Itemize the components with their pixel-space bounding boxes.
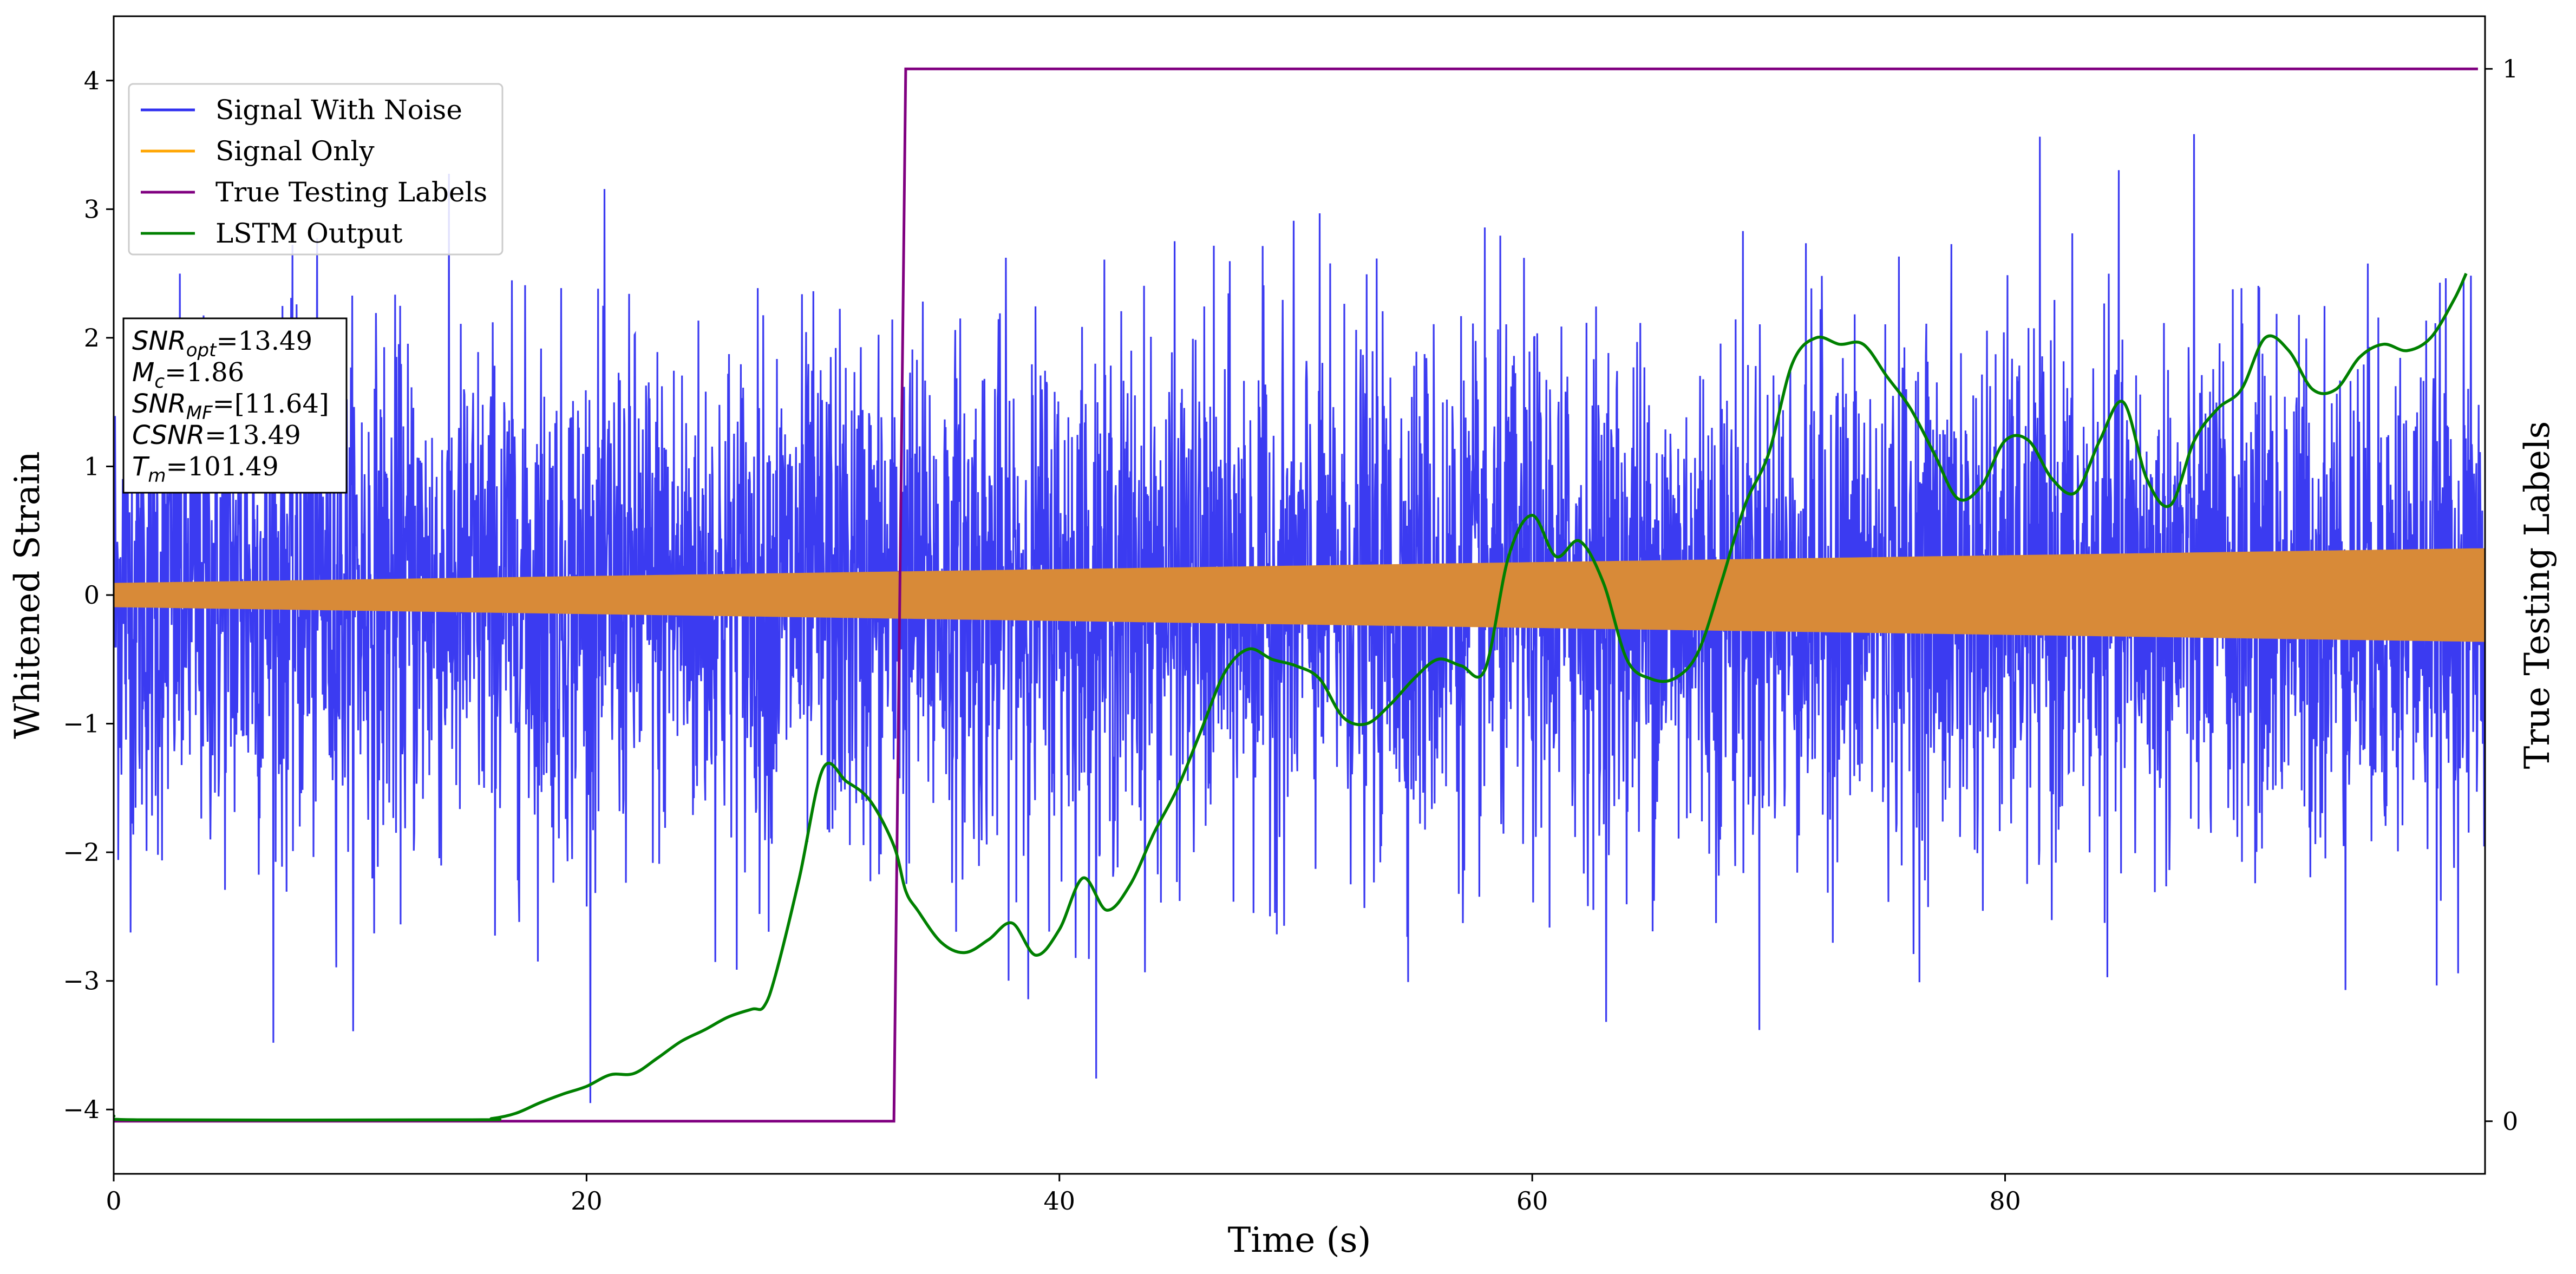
x-tick-label: 80 xyxy=(1989,1186,2021,1216)
y-tick-label: −3 xyxy=(63,966,100,996)
y-tick-label: −1 xyxy=(63,709,100,739)
annotation-line: Tm=101.49 xyxy=(132,452,279,487)
legend-entry-label: LSTM Output xyxy=(215,218,402,249)
legend-entry-label: Signal With Noise xyxy=(215,94,462,126)
legend-entry-label: Signal Only xyxy=(215,135,375,167)
x-tick-label: 20 xyxy=(571,1186,603,1216)
legend-entry-label: True Testing Labels xyxy=(215,177,487,208)
series-layer xyxy=(114,67,2485,1123)
annotation-box: SNRopt=13.49Mc=1.86SNRMF=[11.64]CSNR=13.… xyxy=(122,317,348,494)
y2-axis-label: True Testing Labels xyxy=(2518,421,2558,769)
annotation-line: SNRopt=13.49 xyxy=(132,326,312,361)
y-tick-label: 2 xyxy=(84,323,100,352)
y-tick-label: 1 xyxy=(84,452,100,481)
series-true-testing-labels xyxy=(114,67,2478,1123)
x-tick-label: 60 xyxy=(1516,1186,1548,1216)
y-tick-label: −4 xyxy=(63,1095,100,1124)
annotation-line: SNRMF=[11.64] xyxy=(132,389,329,424)
x-axis-label: Time (s) xyxy=(1228,1220,1371,1260)
series-lstm-output xyxy=(114,272,2468,1122)
y-tick-label: 3 xyxy=(84,194,100,224)
y2-tick-label: 0 xyxy=(2502,1107,2518,1136)
x-tick-label: 40 xyxy=(1043,1186,1075,1216)
legend: Signal With Noise Signal Only True Testing… xyxy=(128,83,504,256)
y-tick-label: 4 xyxy=(84,66,100,95)
annotation-line: CSNR=13.49 xyxy=(132,420,301,450)
y-axis-label: Whitened Strain xyxy=(8,451,48,739)
annotation-line: Mc=1.86 xyxy=(132,357,244,393)
x-tick-label: 0 xyxy=(106,1186,121,1216)
y-tick-label: 0 xyxy=(84,580,100,610)
y2-tick-label: 1 xyxy=(2502,54,2518,83)
y-tick-label: −2 xyxy=(63,838,100,867)
